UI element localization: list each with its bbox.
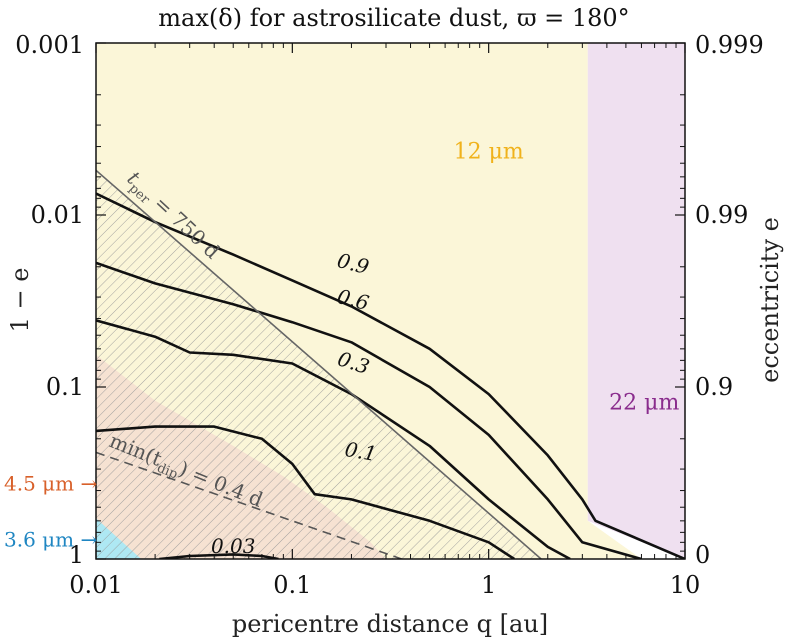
contour-label-0-03: 0.03	[211, 534, 256, 558]
x-tick-label: 0.01	[69, 571, 122, 599]
y2-tick-label: 0	[695, 541, 710, 569]
contour-0-3	[96, 319, 571, 559]
y2-tick-label: 0.999	[695, 31, 764, 59]
contour-0-9	[96, 192, 685, 559]
side-annotation-3-6-m: 3.6 μm →	[4, 527, 97, 551]
region-label-22-m: 22 μm	[609, 390, 679, 415]
region-label-12-m: 12 μm	[454, 140, 524, 165]
chart-title: max(δ) for astrosilicate dust, ϖ = 180°	[158, 4, 629, 32]
x-tick-label: 1	[481, 571, 496, 599]
x-axis-title: pericentre distance q [au]	[232, 610, 548, 638]
y2-tick-label: 0.9	[695, 373, 733, 401]
y-tick-label: 1	[69, 541, 84, 569]
y-tick-label: 0.001	[15, 31, 84, 59]
contour-0-6	[96, 261, 642, 559]
y-tick-label: 0.01	[31, 201, 84, 229]
plot-frame	[95, 42, 686, 560]
contour-0-1	[96, 425, 516, 559]
region-label-layer: 12 μm 22 μm	[454, 140, 680, 416]
side-annotation-4-5-m: 4.5 μm →	[4, 472, 97, 496]
y2-tick-label: 0.99	[695, 201, 748, 229]
y-axis-title: 1 − e	[6, 268, 34, 333]
region-22-m	[587, 43, 685, 559]
y-tick-label: 0.1	[46, 373, 84, 401]
reference-line-t-per-750-d	[96, 169, 542, 559]
x-tick-label: 10	[670, 571, 701, 599]
x-tick-label: 0.1	[273, 571, 311, 599]
side-annotation-layer: 4.5 μm → 3.6 μm →	[4, 472, 97, 552]
reference-line-layer	[96, 169, 542, 559]
tdip-sub: dip	[155, 461, 180, 483]
y2-axis-title: eccentricity e	[756, 217, 784, 383]
contour-label-0-1: 0.1	[343, 437, 378, 466]
reference-line-min-t-dip-0-4-d	[96, 451, 402, 559]
